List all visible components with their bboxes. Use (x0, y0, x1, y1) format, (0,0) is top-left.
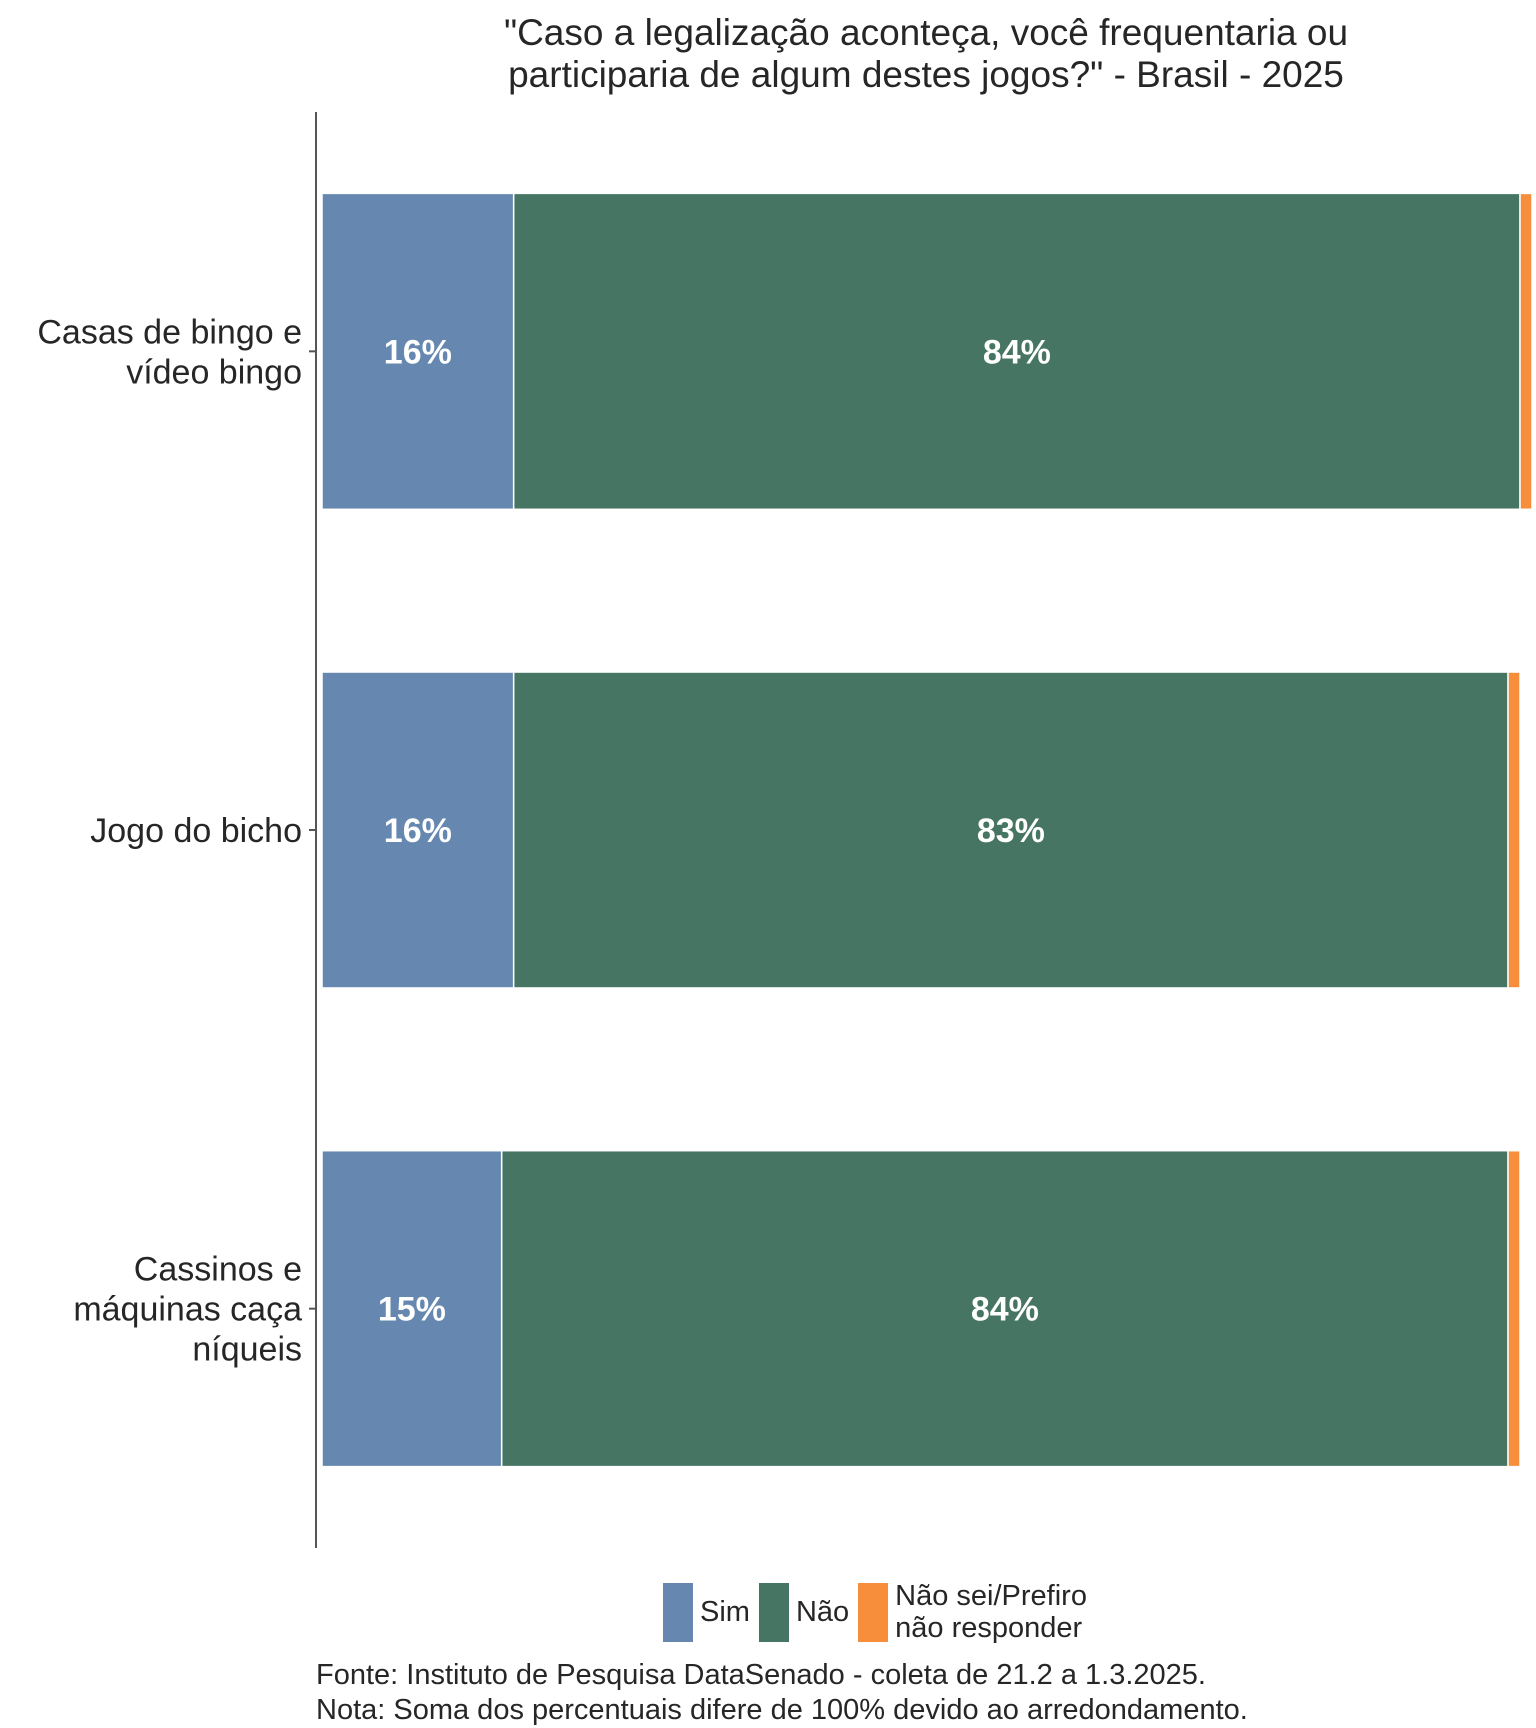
stacked-bar-chart: Casas de bingo e vídeo bingo 16% 84% Jogo do… (37, 112, 1533, 1548)
bar-n-o (512, 192, 1521, 511)
bar-sim (321, 671, 515, 989)
category-label-line: máquinas caça (73, 1291, 302, 1329)
legend-item: Não sei/Prefiro não responder (857, 1580, 1087, 1644)
legend-item: Não (757, 1581, 850, 1643)
source-note: Fonte: Instituto de Pesquisa DataSenado … (316, 1659, 1206, 1691)
data-label: 16% (384, 812, 452, 850)
bar-sim (321, 1149, 503, 1468)
legend-swatch (857, 1581, 890, 1643)
chart-title: "Caso a legalização aconteça, você frequ… (316, 12, 1536, 96)
category-label-line: Casas de bingo e (37, 313, 302, 351)
data-label: 84% (983, 333, 1051, 371)
bar-n-o-sei-prefiro-n-o-responder (1519, 192, 1533, 511)
data-label: 83% (977, 812, 1045, 850)
category-label-line: Jogo do bicho (90, 812, 302, 850)
category-label-line: Cassinos e (134, 1251, 302, 1289)
legend: Sim Não Não sei/Prefiro não responder (662, 1580, 1087, 1644)
rounding-note: Nota: Soma dos percentuais difere de 100… (316, 1694, 1248, 1726)
data-label: 15% (378, 1291, 446, 1329)
legend-swatch (662, 1581, 694, 1643)
legend-item: Sim (662, 1581, 750, 1643)
chart-title-line-2: participaria de algum destes jogos?" - B… (508, 54, 1344, 95)
data-label: 16% (384, 333, 452, 371)
category-label: Cassinos e máquinas caça níqueis (73, 1251, 302, 1369)
legend-swatch (757, 1581, 790, 1643)
legend-label: Não sei/Prefiro não responder (895, 1580, 1087, 1644)
bar-n-o-sei-prefiro-n-o-responder (1507, 1149, 1521, 1468)
category-label: Jogo do bicho (90, 812, 302, 850)
category-label: Casas de bingo e vídeo bingo (37, 313, 302, 391)
bar-sim (321, 192, 515, 511)
legend-label: Sim (700, 1596, 750, 1628)
chart-title-line-1: "Caso a legalização aconteça, você frequ… (503, 12, 1349, 53)
category-label-line: níqueis (192, 1331, 302, 1369)
bar-n-o (500, 1149, 1509, 1468)
bar-n-o (512, 671, 1509, 989)
category-label-line: vídeo bingo (126, 353, 302, 391)
bar-n-o-sei-prefiro-n-o-responder (1507, 671, 1521, 989)
chart-notes: Fonte: Instituto de Pesquisa DataSenado … (316, 1658, 1248, 1728)
data-label: 84% (971, 1291, 1039, 1329)
legend-label: Não (795, 1596, 850, 1628)
